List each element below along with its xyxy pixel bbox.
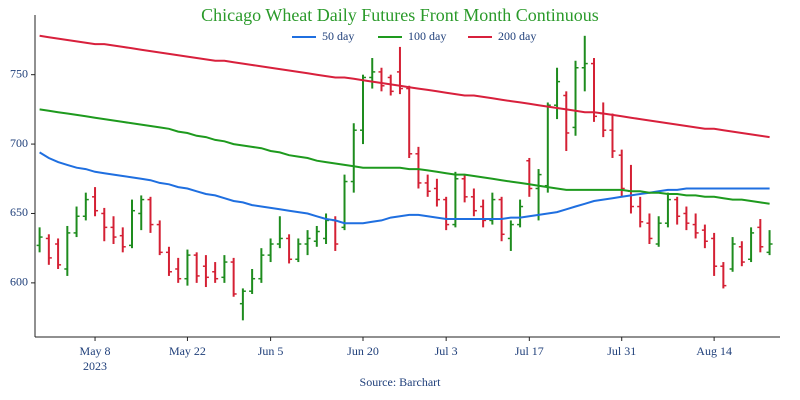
moving-average-line [39, 108, 770, 205]
moving-average-line [39, 151, 770, 225]
legend-label: 200 day [498, 29, 536, 43]
moving-average-line [39, 34, 770, 139]
source-note: Source: Barchart [360, 375, 442, 389]
x-tick-label: May 22 [169, 344, 206, 358]
legend-label: 100 day [408, 29, 446, 43]
x-year-label: 2023 [83, 359, 107, 373]
x-tick-label: May 8 [80, 344, 111, 358]
x-tick-label: Jun 5 [258, 344, 284, 358]
y-tick-label: 600 [10, 275, 28, 289]
x-tick-label: Jul 3 [435, 344, 458, 358]
y-tick-label: 750 [10, 66, 28, 80]
x-tick-label: Jul 31 [607, 344, 636, 358]
x-tick-label: Aug 14 [696, 344, 732, 358]
y-tick-label: 700 [10, 136, 28, 150]
x-tick-label: Jul 17 [515, 344, 544, 358]
y-tick-label: 650 [10, 205, 28, 219]
chart-title: Chicago Wheat Daily Futures Front Month … [201, 5, 599, 25]
legend-label: 50 day [322, 29, 354, 43]
x-tick-label: Jun 20 [347, 344, 379, 358]
